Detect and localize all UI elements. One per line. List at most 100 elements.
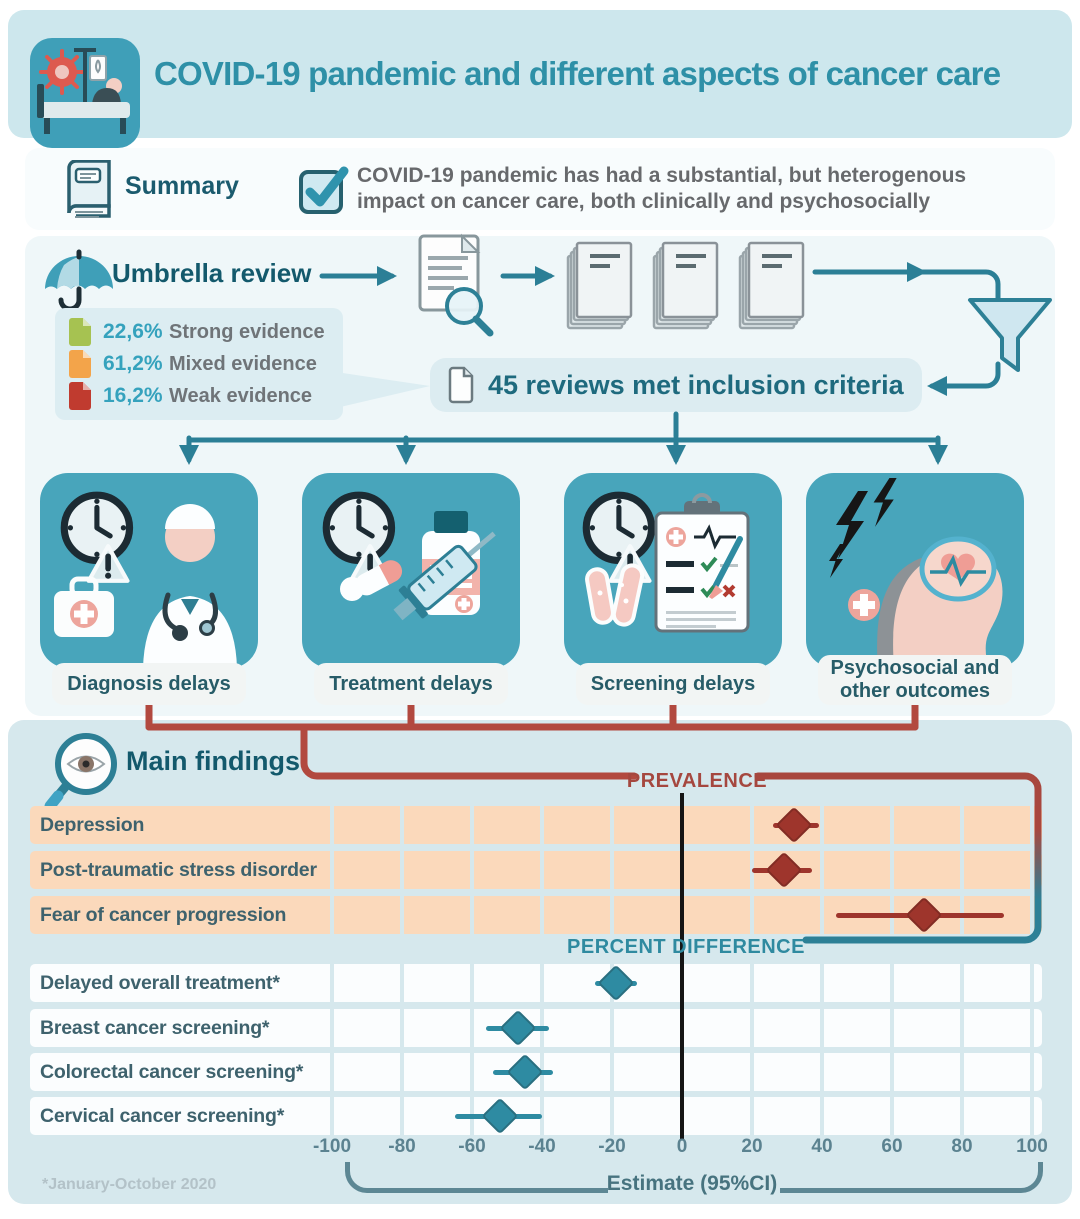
checklist-testtubes-clock-icon <box>564 473 782 668</box>
chart-row-label: Fear of cancer progression <box>40 903 287 926</box>
gridline <box>960 964 964 1002</box>
gridline <box>330 806 334 844</box>
gridline <box>470 1009 474 1047</box>
x-tick-label: -60 <box>458 1136 486 1157</box>
gridline <box>400 1009 404 1047</box>
summary-text: COVID-19 pandemic has had a substantial,… <box>357 163 966 215</box>
forest-chart: Depression Post-traumatic stress disorder… <box>30 793 1042 1142</box>
chart-row-label: Post-traumatic stress disorder <box>40 858 317 881</box>
gridline <box>750 1097 754 1135</box>
chart-row-label: Colorectal cancer screening* <box>40 1060 304 1083</box>
file-icon <box>69 350 91 378</box>
gridline <box>750 964 754 1002</box>
chart-row-label: Breast cancer screening* <box>40 1016 270 1039</box>
gridline <box>330 964 334 1002</box>
checkbox-check-icon <box>297 162 351 221</box>
head-brain-stress-icon <box>806 473 1024 668</box>
x-tick-label: 40 <box>811 1136 833 1157</box>
gridline <box>1030 964 1034 1002</box>
gridline <box>610 1009 614 1047</box>
gridline <box>820 896 824 934</box>
legend-pct: 16,2% <box>103 384 163 407</box>
gridline <box>540 964 544 1002</box>
gridline <box>820 1097 824 1135</box>
gridline <box>750 1009 754 1047</box>
main-findings-title: Main findings <box>126 746 300 776</box>
gridline <box>750 896 754 934</box>
gridline <box>470 964 474 1002</box>
gridline <box>960 1097 964 1135</box>
gridline <box>750 1053 754 1091</box>
gridline <box>470 806 474 844</box>
gridline <box>890 851 894 889</box>
x-tick-label: -40 <box>528 1136 556 1157</box>
category-label: Diagnosis delays <box>52 663 246 705</box>
file-icon <box>69 318 91 346</box>
category-label: Treatment delays <box>314 663 508 705</box>
gridline <box>540 806 544 844</box>
file-icon <box>69 382 91 410</box>
x-tick-label: 60 <box>881 1136 903 1157</box>
gridline <box>330 896 334 934</box>
category-screening-delays: Screening delays <box>564 473 782 715</box>
gridline <box>960 806 964 844</box>
chart-row-band: Post-traumatic stress disorder <box>30 851 1042 889</box>
gridline <box>1030 1053 1034 1091</box>
umbrella-icon <box>40 246 118 325</box>
gridline <box>400 851 404 889</box>
gridline <box>400 896 404 934</box>
chart-row-band: Delayed overall treatment* <box>30 964 1042 1002</box>
gridline <box>540 896 544 934</box>
legend-pct: 61,2% <box>103 352 163 375</box>
category-treatment-delays: Treatment delays <box>302 473 520 715</box>
legend-label: Mixed evidence <box>169 352 317 375</box>
percent-difference-label: PERCENT DIFFERENCE <box>567 936 805 958</box>
gridline <box>750 806 754 844</box>
evidence-legend: 22,6% Strong evidence 61,2% Mixed eviden… <box>55 308 343 420</box>
gridline <box>1030 896 1034 934</box>
category-diagnosis-delays: Diagnosis delays <box>40 473 258 715</box>
category-psychosocial-outcomes: Psychosocial and other outcomes <box>806 473 1024 715</box>
chart-row-label: Depression <box>40 813 145 836</box>
category-label: Screening delays <box>576 663 770 705</box>
paper-stack-icon <box>652 240 722 340</box>
doctor-clock-icon <box>40 473 258 668</box>
paper-stack-icon <box>566 240 636 340</box>
gridline <box>890 964 894 1002</box>
gridline <box>820 851 824 889</box>
gridline <box>540 851 544 889</box>
footnote: *January-October 2020 <box>42 1176 217 1193</box>
gridline <box>820 964 824 1002</box>
umbrella-review-title: Umbrella review <box>112 258 312 288</box>
gridline <box>610 1053 614 1091</box>
gridline <box>400 806 404 844</box>
gridline <box>610 896 614 934</box>
gridline <box>960 1053 964 1091</box>
prevalence-label: PREVALENCE <box>626 770 768 792</box>
medication-syringe-clock-icon <box>302 473 520 668</box>
x-axis: -100 -80 -60 -40 -20 0 20 40 60 80 100 <box>30 1136 1048 1160</box>
page-icon <box>448 366 474 404</box>
x-tick-label: 20 <box>741 1136 763 1157</box>
gridline <box>610 1097 614 1135</box>
gridline <box>540 1097 544 1135</box>
legend-row-strong: 22,6% Strong evidence <box>69 318 329 346</box>
gridline <box>400 1097 404 1135</box>
x-tick-label: 100 <box>1016 1136 1048 1157</box>
legend-callout-tail <box>336 372 430 408</box>
gridline <box>960 1009 964 1047</box>
gridline <box>610 806 614 844</box>
gridline <box>820 1009 824 1047</box>
x-tick-label: -100 <box>312 1136 352 1157</box>
legend-row-weak: 16,2% Weak evidence <box>69 382 329 410</box>
gridline <box>890 806 894 844</box>
legend-label: Strong evidence <box>169 320 325 343</box>
gridline <box>330 1053 334 1091</box>
summary-line-2: impact on cancer care, both clinically a… <box>357 190 931 213</box>
gridline <box>820 1053 824 1091</box>
gridline <box>1030 1097 1034 1135</box>
gridline <box>890 1097 894 1135</box>
axis-brace-right <box>780 1162 1043 1193</box>
summary-line-1: COVID-19 pandemic has had a substantial,… <box>357 164 967 187</box>
